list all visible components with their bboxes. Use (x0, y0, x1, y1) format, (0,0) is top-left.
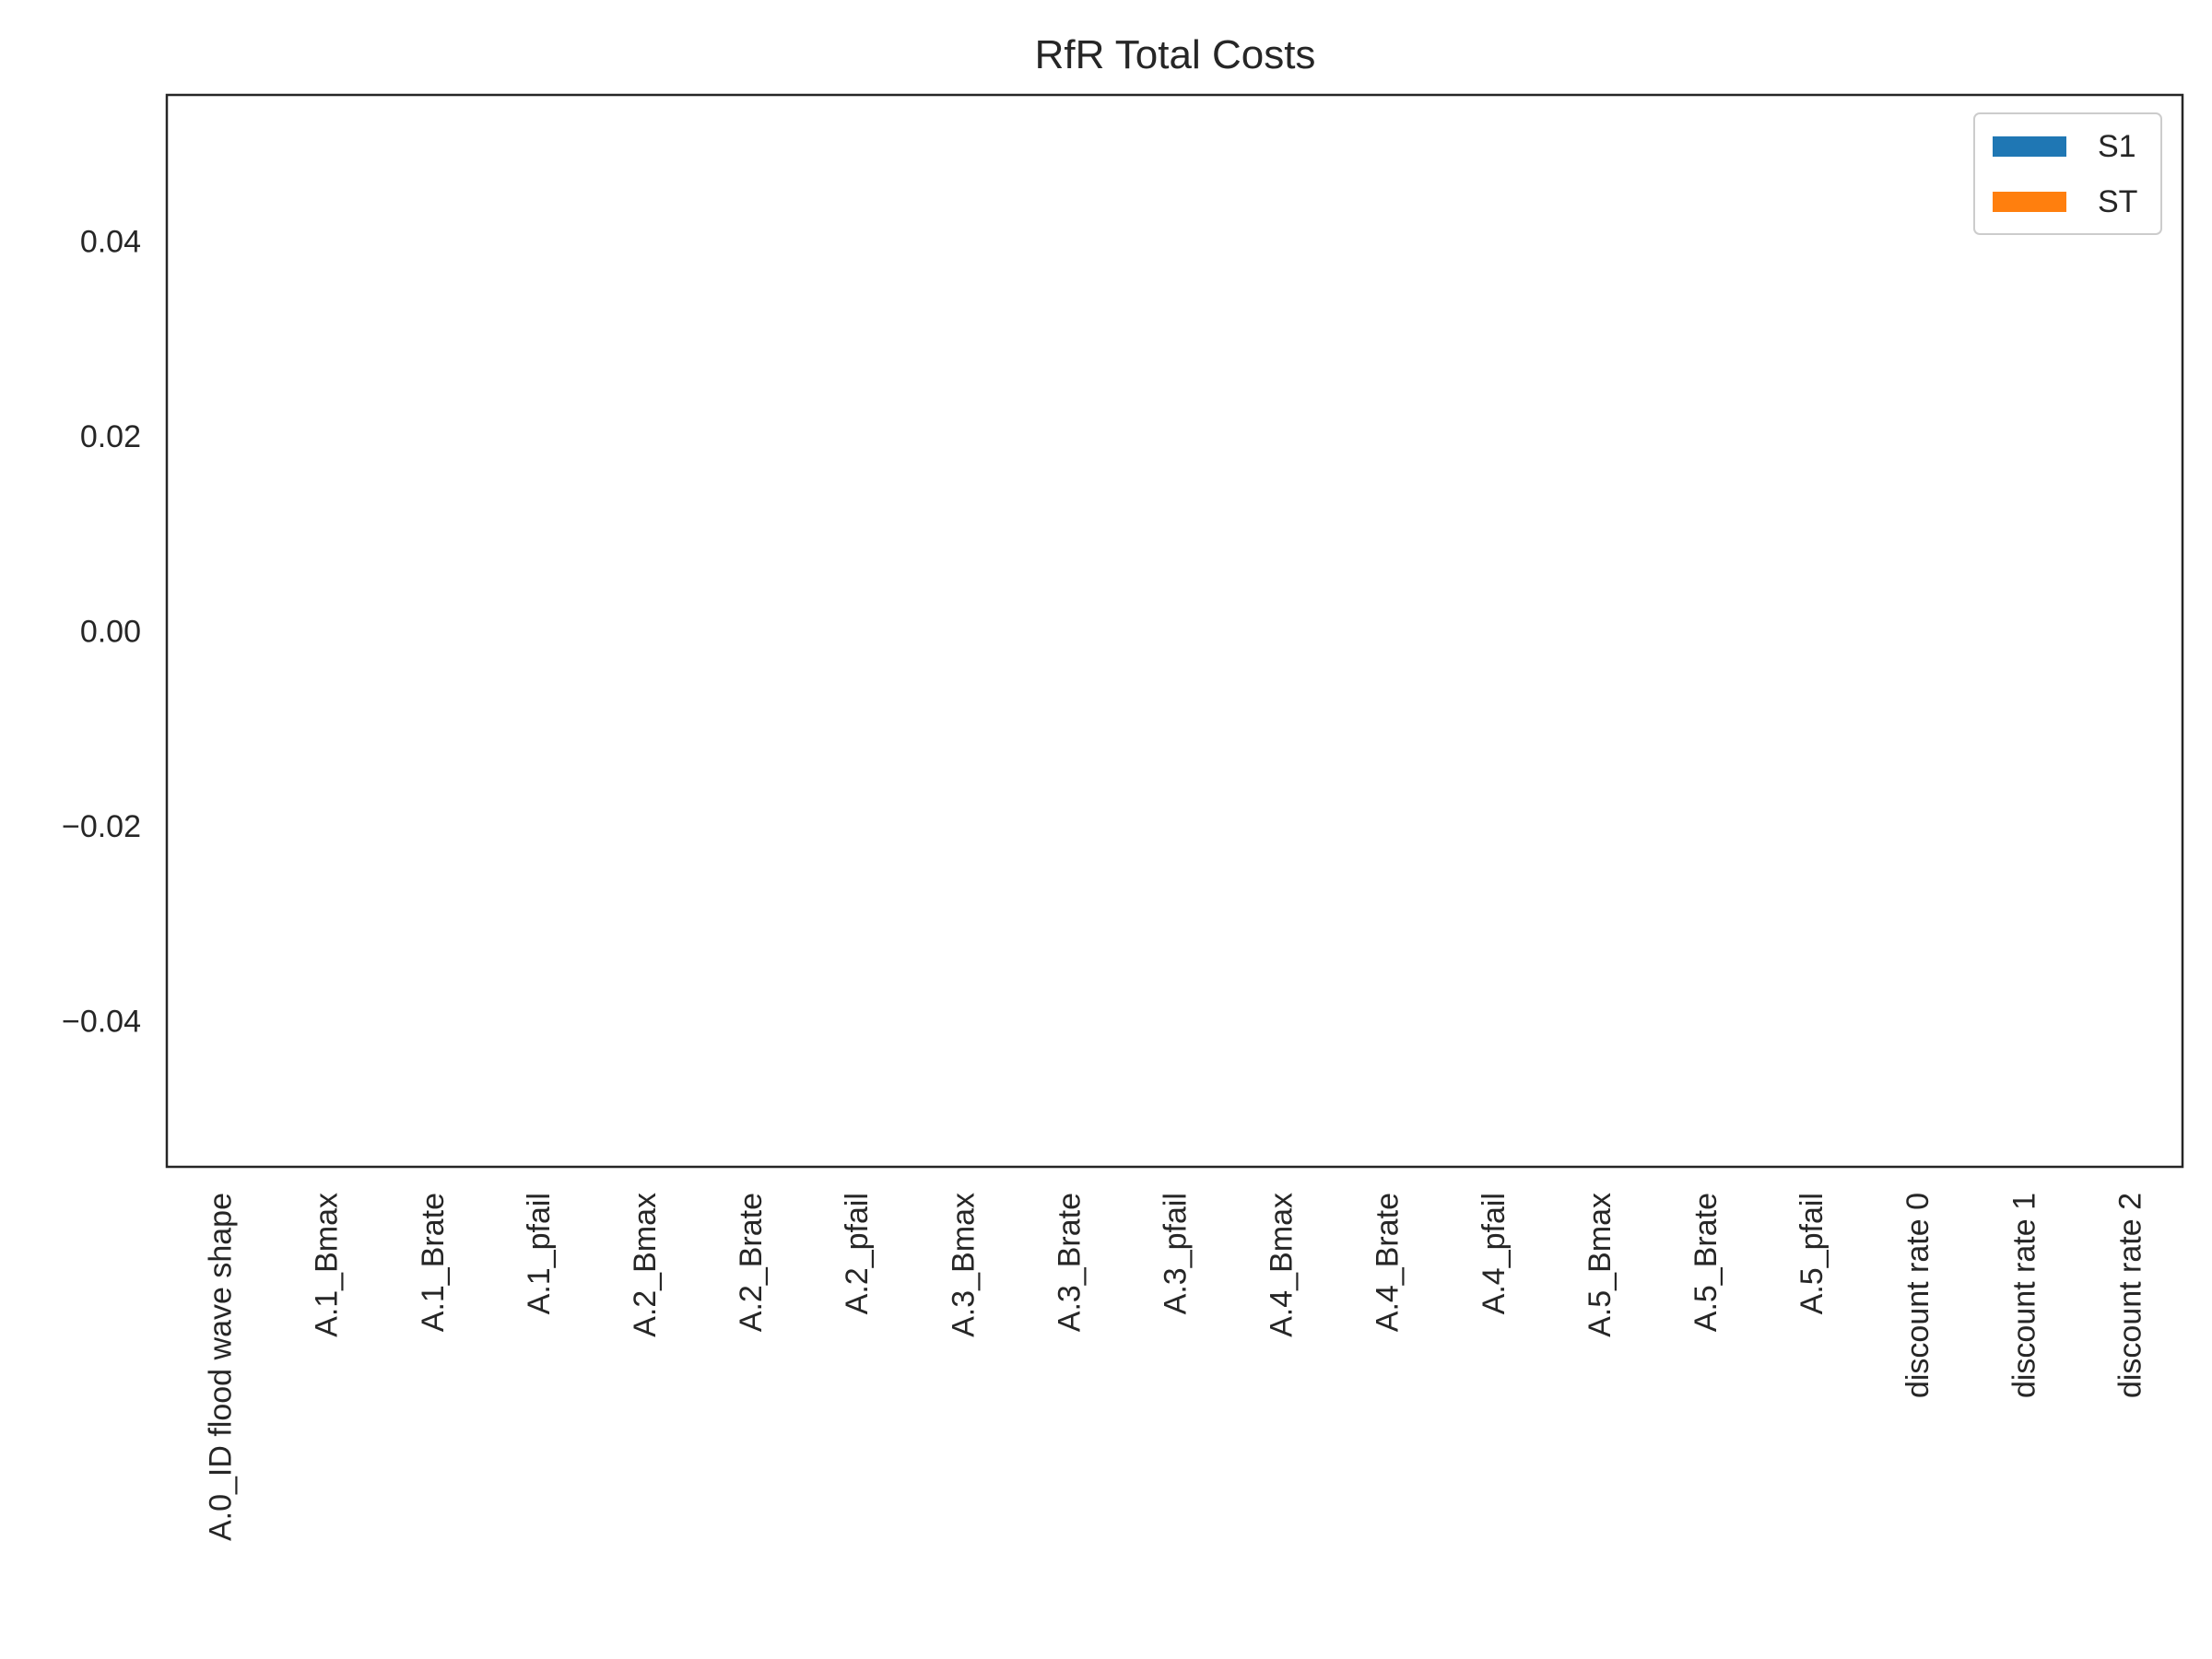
x-tick-label: A.4_Bmax (1265, 1193, 1300, 1337)
x-tick-label: A.5_pfail (1794, 1193, 1830, 1314)
legend: S1 ST (1973, 112, 2162, 235)
y-tick-label: 0.04 (80, 225, 141, 260)
plot-area-frame (165, 93, 2184, 1169)
legend-label-st: ST (2098, 184, 2137, 219)
y-tick-label: 0.02 (80, 419, 141, 454)
x-tick-label: A.1_pfail (522, 1193, 557, 1314)
x-tick-label: A.5_Bmax (1583, 1193, 1618, 1337)
y-axis: −0.04 −0.02 0.00 0.02 0.04 (62, 225, 141, 1040)
x-tick-label: A.2_Brate (734, 1193, 769, 1332)
x-tick-label: A.0_ID flood wave shape (204, 1193, 239, 1541)
y-tick-label: −0.04 (62, 1004, 141, 1039)
x-tick-label: A.5_Brate (1688, 1193, 1724, 1332)
x-tick-label: A.1_Brate (416, 1193, 451, 1332)
x-tick-label: A.3_Bmax (946, 1193, 981, 1337)
x-tick-label: A.4_Brate (1371, 1193, 1406, 1332)
legend-swatch-s1 (1993, 136, 2066, 157)
x-tick-label: discount rate 2 (2112, 1193, 2147, 1398)
legend-label-s1: S1 (2098, 129, 2136, 164)
x-axis: A.0_ID flood wave shape A.1_Bmax A.1_Brate… (204, 1193, 2148, 1541)
legend-swatch-st (1993, 192, 2066, 212)
x-tick-label: discount rate 0 (1900, 1193, 1936, 1398)
y-tick-label: 0.00 (80, 615, 141, 650)
x-tick-label: A.4_pfail (1477, 1193, 1512, 1314)
x-tick-label: A.2_pfail (840, 1193, 875, 1314)
x-tick-label: A.1_Bmax (310, 1193, 345, 1337)
y-tick-label: −0.02 (62, 809, 141, 844)
x-tick-label: A.3_Brate (1052, 1193, 1087, 1332)
x-tick-label: A.3_pfail (1159, 1193, 1194, 1314)
x-tick-label: discount rate 1 (2006, 1193, 2041, 1398)
x-tick-label: A.2_Bmax (628, 1193, 663, 1337)
chart-title: RfR Total Costs (1035, 32, 1316, 77)
